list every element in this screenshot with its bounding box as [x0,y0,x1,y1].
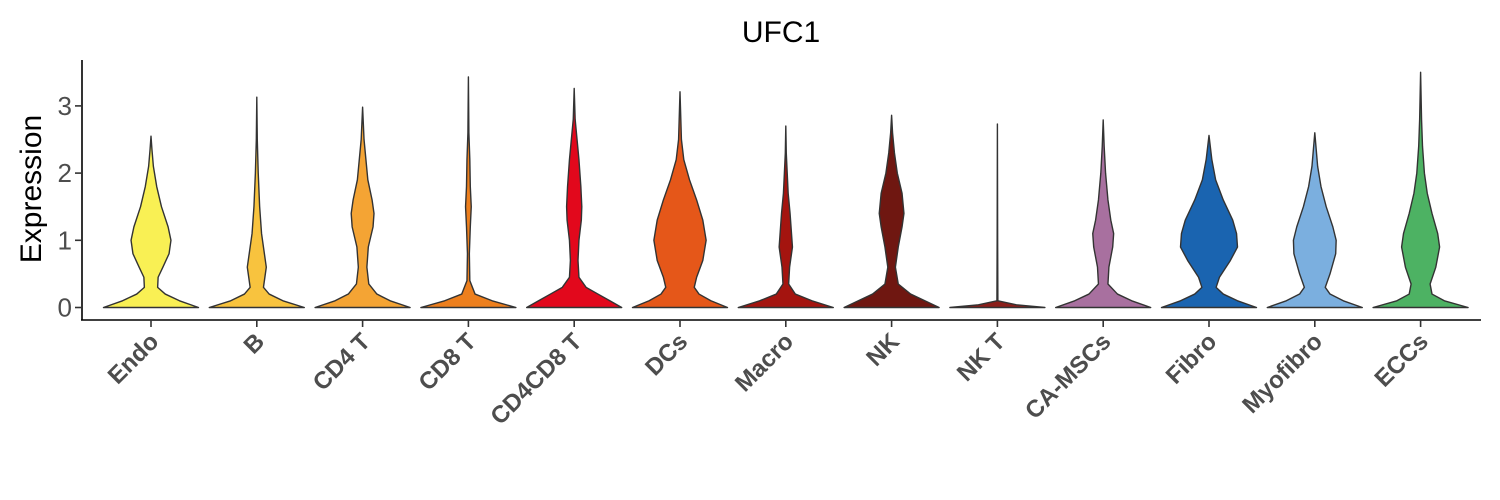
violin-dcs [631,91,729,309]
x-tick-label: DCs [640,328,693,381]
x-tick-label: Fibro [1161,328,1223,390]
x-tick-label: CD8 T [414,328,482,396]
violin-nk-t [949,123,1046,309]
violins-layer [102,71,1469,309]
y-tick-label: 0 [58,293,72,323]
violin-cd4cd8-t [526,87,623,309]
violin-nk [843,114,940,309]
x-tick-label: NK T [952,328,1011,387]
x-tick-label: B [239,328,270,359]
x-tick-label: CD4CD8 T [485,328,587,430]
x-tick-label: Macro [730,328,799,397]
violin-cd4-t [314,106,411,309]
y-tick-label: 1 [58,225,72,255]
violin-ca-mscs [1055,119,1152,309]
violin-fibro [1160,134,1258,309]
violin-macro [737,125,834,309]
y-ticks: 0 1 2 3 [58,91,82,323]
violin-myofibro [1266,132,1363,309]
x-tick-label: CA-MSCs [1020,328,1116,424]
x-tick-label: ECCs [1369,328,1433,392]
violin-cd8-t [420,76,517,309]
chart-title: UFC1 [742,16,820,49]
x-ticks: Endo B CD4 T CD8 T CD4CD8 T DCs Macro NK NK T CA-… [103,320,1434,430]
violin-b [208,96,305,309]
x-tick-label: Myofibro [1237,328,1328,419]
x-tick-label: NK [861,328,905,372]
y-axis-label: Expression [15,115,48,263]
violin-endo [102,135,200,309]
x-tick-label: Endo [103,328,165,390]
y-tick-label: 2 [58,158,72,188]
violin-eccs [1372,71,1469,309]
y-tick-label: 3 [58,91,72,121]
x-tick-label: CD4 T [308,328,376,396]
